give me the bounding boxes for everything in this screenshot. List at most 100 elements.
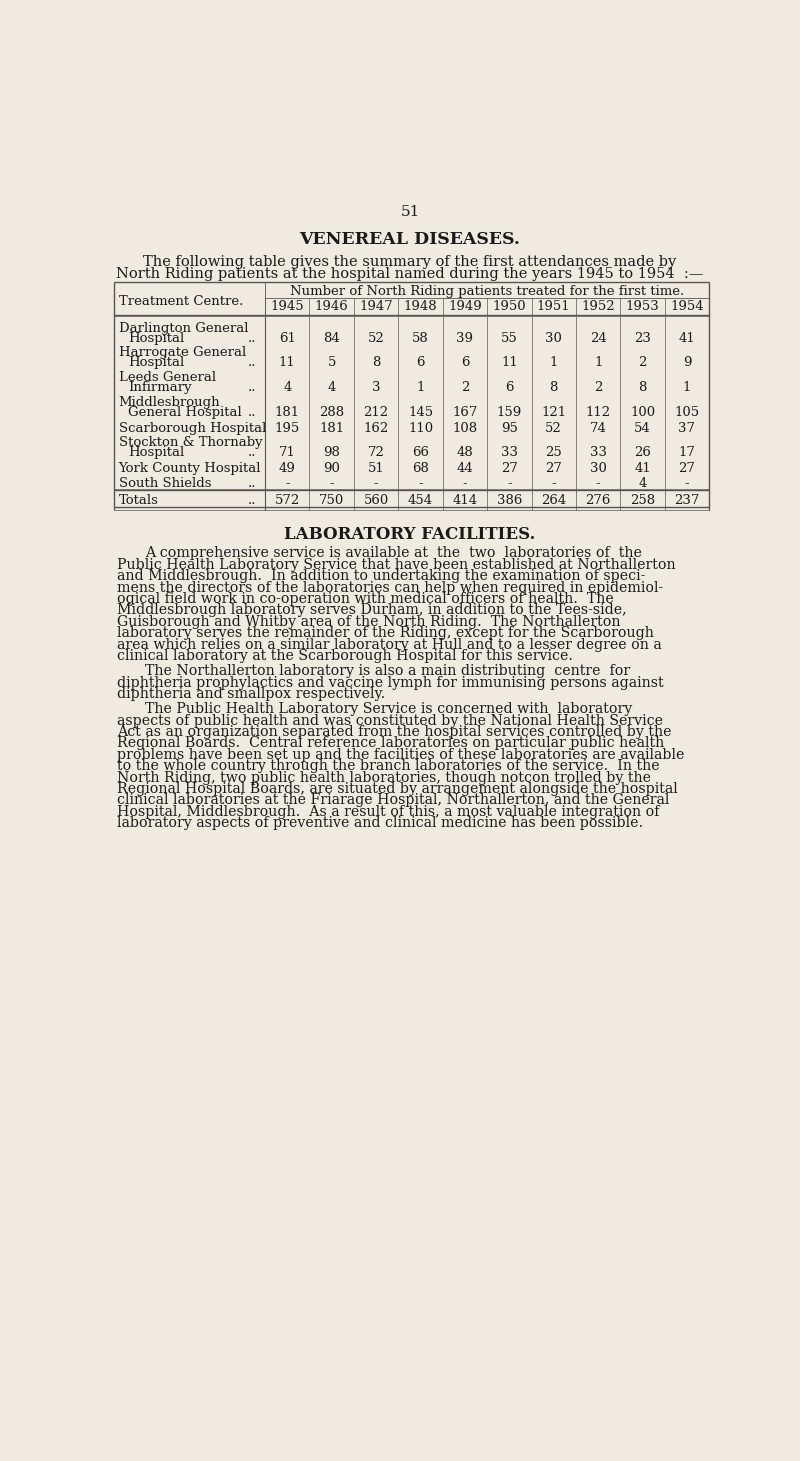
Text: 51: 51 — [368, 462, 385, 475]
Text: Regional Boards.  Central reference laboratories on particular public health: Regional Boards. Central reference labor… — [117, 736, 664, 751]
Text: 167: 167 — [452, 406, 478, 418]
Text: 72: 72 — [368, 446, 385, 459]
Text: Hospital: Hospital — [128, 332, 184, 345]
Text: 27: 27 — [546, 462, 562, 475]
Text: 1: 1 — [416, 381, 425, 394]
Text: 3: 3 — [372, 381, 380, 394]
Text: 4: 4 — [327, 381, 336, 394]
Text: Darlington General: Darlington General — [118, 321, 248, 335]
Text: 264: 264 — [541, 494, 566, 507]
Text: 212: 212 — [363, 406, 389, 418]
Text: problems have been set up and the facilities of these laboratories are available: problems have been set up and the facili… — [117, 748, 685, 761]
Text: 4: 4 — [638, 478, 646, 489]
Text: North Riding patients at the hospital named during the years 1945 to 1954  :—: North Riding patients at the hospital na… — [116, 267, 704, 281]
Text: 27: 27 — [678, 462, 695, 475]
Text: Number of North Riding patients treated for the first time.: Number of North Riding patients treated … — [290, 285, 684, 298]
Text: ..: .. — [248, 406, 257, 418]
Text: 386: 386 — [497, 494, 522, 507]
Text: 44: 44 — [457, 462, 474, 475]
Text: South Shields: South Shields — [118, 478, 211, 489]
Text: ..: .. — [248, 446, 257, 459]
Text: Infirmary: Infirmary — [128, 381, 191, 394]
Text: 30: 30 — [590, 462, 606, 475]
Text: 100: 100 — [630, 406, 655, 418]
Text: -: - — [462, 478, 467, 489]
Text: mens the directors of the laboratories can help when required in epidemiol­: mens the directors of the laboratories c… — [117, 580, 663, 595]
Text: 1946: 1946 — [315, 300, 349, 313]
Text: 1954: 1954 — [670, 300, 704, 313]
Text: 51: 51 — [400, 205, 420, 219]
Text: 110: 110 — [408, 422, 433, 435]
Text: 181: 181 — [319, 422, 344, 435]
Text: -: - — [596, 478, 601, 489]
Text: 6: 6 — [461, 356, 469, 370]
Text: 30: 30 — [546, 332, 562, 345]
Text: 162: 162 — [363, 422, 389, 435]
Text: Stockton & Thornaby: Stockton & Thornaby — [118, 435, 262, 449]
Text: 108: 108 — [452, 422, 478, 435]
Text: 1948: 1948 — [404, 300, 438, 313]
Text: ..: .. — [248, 494, 257, 507]
Text: 112: 112 — [586, 406, 610, 418]
Text: diphtheria prophylactics and vaccine lymph for immunising persons against: diphtheria prophylactics and vaccine lym… — [117, 675, 664, 690]
Text: 41: 41 — [634, 462, 651, 475]
Text: 181: 181 — [274, 406, 300, 418]
Text: VENEREAL DISEASES.: VENEREAL DISEASES. — [299, 231, 521, 248]
Text: North Riding, two public health laboratories, though notcon trolled by the: North Riding, two public health laborato… — [117, 771, 651, 785]
Text: diphtheria and smallpox respectively.: diphtheria and smallpox respectively. — [117, 687, 386, 701]
Text: Public Health Laboratory Service that have been established at Northallerton: Public Health Laboratory Service that ha… — [117, 558, 676, 571]
Text: Hospital: Hospital — [128, 446, 184, 459]
Text: 276: 276 — [586, 494, 611, 507]
Text: Guisborough and Whitby area of the North Riding.  The Northallerton: Guisborough and Whitby area of the North… — [117, 615, 621, 628]
Text: 1950: 1950 — [493, 300, 526, 313]
Text: 74: 74 — [590, 422, 606, 435]
Text: Act as an organization separated from the hospital services controlled by the: Act as an organization separated from th… — [117, 725, 671, 739]
Text: 8: 8 — [372, 356, 380, 370]
Text: 27: 27 — [501, 462, 518, 475]
Text: Leeds General: Leeds General — [118, 371, 216, 384]
Text: -: - — [507, 478, 512, 489]
Text: 1945: 1945 — [270, 300, 304, 313]
Text: clinical laboratory at the Scarborough Hospital for this service.: clinical laboratory at the Scarborough H… — [117, 649, 573, 663]
Text: and Middlesbrough.  In addition to undertaking the examination of speci­: and Middlesbrough. In addition to undert… — [117, 570, 646, 583]
Text: 145: 145 — [408, 406, 433, 418]
Text: York County Hospital: York County Hospital — [118, 462, 261, 475]
Text: to the whole country through the branch laboratories of the service.  In the: to the whole country through the branch … — [117, 760, 660, 773]
Text: 195: 195 — [274, 422, 300, 435]
Text: 159: 159 — [497, 406, 522, 418]
Text: 98: 98 — [323, 446, 340, 459]
Text: 25: 25 — [546, 446, 562, 459]
Text: 237: 237 — [674, 494, 700, 507]
Text: 6: 6 — [416, 356, 425, 370]
Text: Middlesbrough laboratory serves Durham, in addition to the Tees-side,: Middlesbrough laboratory serves Durham, … — [117, 603, 626, 618]
Text: ..: .. — [248, 478, 257, 489]
Text: 1949: 1949 — [448, 300, 482, 313]
Text: 9: 9 — [682, 356, 691, 370]
Text: 11: 11 — [279, 356, 296, 370]
Text: 41: 41 — [678, 332, 695, 345]
Text: -: - — [285, 478, 290, 489]
Text: -: - — [374, 478, 378, 489]
Text: -: - — [418, 478, 423, 489]
Text: Hospital: Hospital — [128, 356, 184, 370]
Text: 750: 750 — [319, 494, 344, 507]
Text: 26: 26 — [634, 446, 651, 459]
Text: 24: 24 — [590, 332, 606, 345]
Text: 55: 55 — [501, 332, 518, 345]
Text: 1: 1 — [550, 356, 558, 370]
Text: 6: 6 — [505, 381, 514, 394]
Text: laboratory serves the remainder of the Riding, except for the Scarborough: laboratory serves the remainder of the R… — [117, 627, 654, 640]
Text: Regional Hospital Boards, are situated by arrangement alongside the hospital: Regional Hospital Boards, are situated b… — [117, 782, 678, 796]
Text: Scarborough Hospital: Scarborough Hospital — [118, 422, 266, 435]
Text: LABORATORY FACILITIES.: LABORATORY FACILITIES. — [284, 526, 536, 543]
Text: 560: 560 — [363, 494, 389, 507]
Text: 90: 90 — [323, 462, 340, 475]
Text: 68: 68 — [412, 462, 429, 475]
Text: 39: 39 — [457, 332, 474, 345]
Text: Middlesbrough: Middlesbrough — [118, 396, 220, 409]
Text: The Public Health Laboratory Service is concerned with  laboratory: The Public Health Laboratory Service is … — [145, 703, 632, 716]
Text: 1: 1 — [682, 381, 691, 394]
Text: 8: 8 — [550, 381, 558, 394]
Text: 2: 2 — [594, 381, 602, 394]
Text: 572: 572 — [274, 494, 300, 507]
